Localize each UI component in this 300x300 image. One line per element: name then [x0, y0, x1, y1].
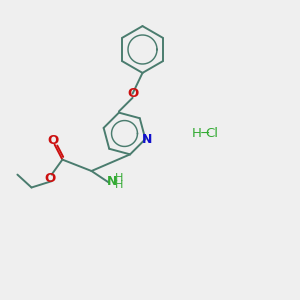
- Text: Cl: Cl: [205, 127, 218, 140]
- Text: O: O: [127, 87, 138, 100]
- Text: O: O: [44, 172, 56, 185]
- Text: O: O: [47, 134, 58, 147]
- Text: H: H: [115, 173, 123, 183]
- Text: H: H: [115, 180, 123, 190]
- Text: N: N: [107, 175, 118, 188]
- Text: H: H: [192, 127, 202, 140]
- Text: −: −: [200, 127, 210, 140]
- Text: N: N: [141, 133, 152, 146]
